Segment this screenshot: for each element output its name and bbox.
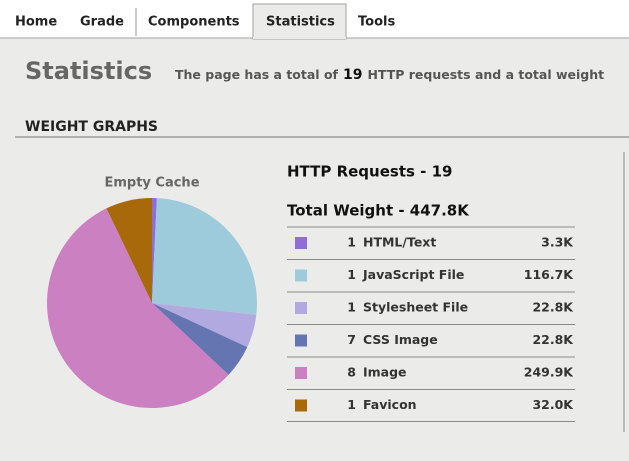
tab[interactable]: Tools bbox=[358, 15, 395, 30]
request-count: 1 bbox=[347, 267, 356, 282]
pie-title: Empty Cache bbox=[104, 176, 199, 191]
weight-value: 3.3K bbox=[541, 235, 574, 250]
pie-slice bbox=[46, 208, 229, 409]
pie-slice bbox=[106, 198, 152, 303]
request-count: 7 bbox=[347, 332, 356, 347]
request-count: 1 bbox=[347, 397, 356, 412]
component-type: HTML/Text bbox=[363, 235, 436, 250]
tab[interactable]: Home bbox=[15, 15, 57, 30]
summary-text: HTTP requests and a total weight bbox=[367, 67, 604, 82]
weight-value: 22.8K bbox=[532, 332, 574, 347]
requests-label: HTTP Requests - 19 bbox=[287, 163, 452, 181]
component-type: Image bbox=[363, 365, 407, 380]
legend-swatch bbox=[295, 302, 307, 314]
summary-count: 19 bbox=[343, 67, 362, 83]
heading: Statistics bbox=[25, 57, 152, 85]
component-type: CSS Image bbox=[363, 332, 438, 347]
legend-swatch bbox=[295, 367, 307, 379]
legend-swatch bbox=[295, 334, 307, 347]
pie-slice bbox=[152, 198, 258, 315]
pie-slice bbox=[152, 303, 257, 348]
pie-slice bbox=[152, 198, 157, 303]
legend-swatch bbox=[295, 399, 307, 412]
request-count: 8 bbox=[347, 365, 356, 380]
tab[interactable]: Components bbox=[148, 15, 240, 30]
component-type: Favicon bbox=[363, 397, 417, 412]
request-count: 1 bbox=[347, 300, 356, 315]
tab[interactable]: Statistics bbox=[266, 15, 335, 30]
weight-label: Total Weight - 447.8K bbox=[287, 202, 470, 220]
component-type: Stylesheet File bbox=[363, 300, 468, 315]
pie-slice bbox=[152, 303, 248, 375]
request-count: 1 bbox=[347, 235, 356, 250]
legend-swatch bbox=[295, 237, 307, 249]
tab[interactable]: Grade bbox=[80, 15, 124, 30]
section-title: WEIGHT GRAPHS bbox=[25, 119, 158, 135]
weight-value: 22.8K bbox=[532, 300, 574, 315]
weight-value: 249.9K bbox=[524, 365, 575, 380]
summary-text: The page has a total of bbox=[175, 67, 339, 82]
weight-value: 116.7K bbox=[524, 267, 575, 282]
summary: The page has a total of 19 HTTP requests a… bbox=[175, 67, 604, 84]
weight-value: 32.0K bbox=[532, 397, 574, 412]
legend-swatch bbox=[295, 269, 307, 282]
component-type: JavaScript File bbox=[362, 267, 464, 282]
